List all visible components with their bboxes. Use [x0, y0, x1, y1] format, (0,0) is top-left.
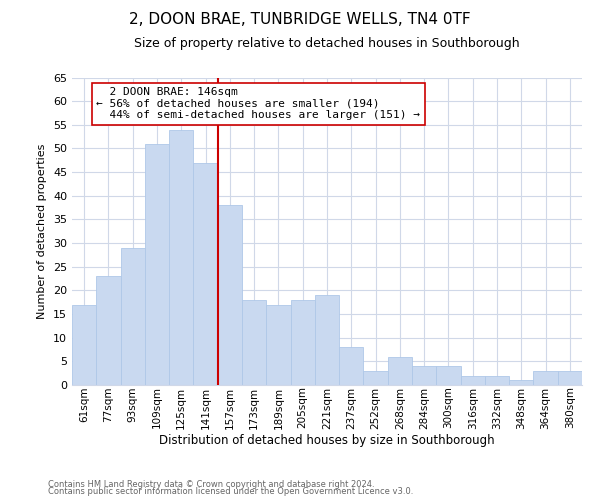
- Bar: [266, 304, 290, 385]
- Bar: [218, 205, 242, 385]
- Bar: [121, 248, 145, 385]
- Bar: [290, 300, 315, 385]
- Bar: [509, 380, 533, 385]
- Bar: [412, 366, 436, 385]
- Bar: [96, 276, 121, 385]
- Y-axis label: Number of detached properties: Number of detached properties: [37, 144, 47, 319]
- Bar: [364, 371, 388, 385]
- Bar: [436, 366, 461, 385]
- Text: Contains public sector information licensed under the Open Government Licence v3: Contains public sector information licen…: [48, 488, 413, 496]
- Bar: [485, 376, 509, 385]
- Bar: [315, 295, 339, 385]
- Title: Size of property relative to detached houses in Southborough: Size of property relative to detached ho…: [134, 37, 520, 50]
- Bar: [533, 371, 558, 385]
- Text: Contains HM Land Registry data © Crown copyright and database right 2024.: Contains HM Land Registry data © Crown c…: [48, 480, 374, 489]
- Bar: [388, 356, 412, 385]
- Bar: [145, 144, 169, 385]
- Text: 2, DOON BRAE, TUNBRIDGE WELLS, TN4 0TF: 2, DOON BRAE, TUNBRIDGE WELLS, TN4 0TF: [129, 12, 471, 28]
- Bar: [461, 376, 485, 385]
- Bar: [169, 130, 193, 385]
- Bar: [72, 304, 96, 385]
- Bar: [339, 347, 364, 385]
- X-axis label: Distribution of detached houses by size in Southborough: Distribution of detached houses by size …: [159, 434, 495, 447]
- Bar: [558, 371, 582, 385]
- Text: 2 DOON BRAE: 146sqm
← 56% of detached houses are smaller (194)
  44% of semi-det: 2 DOON BRAE: 146sqm ← 56% of detached ho…: [96, 87, 420, 120]
- Bar: [193, 162, 218, 385]
- Bar: [242, 300, 266, 385]
